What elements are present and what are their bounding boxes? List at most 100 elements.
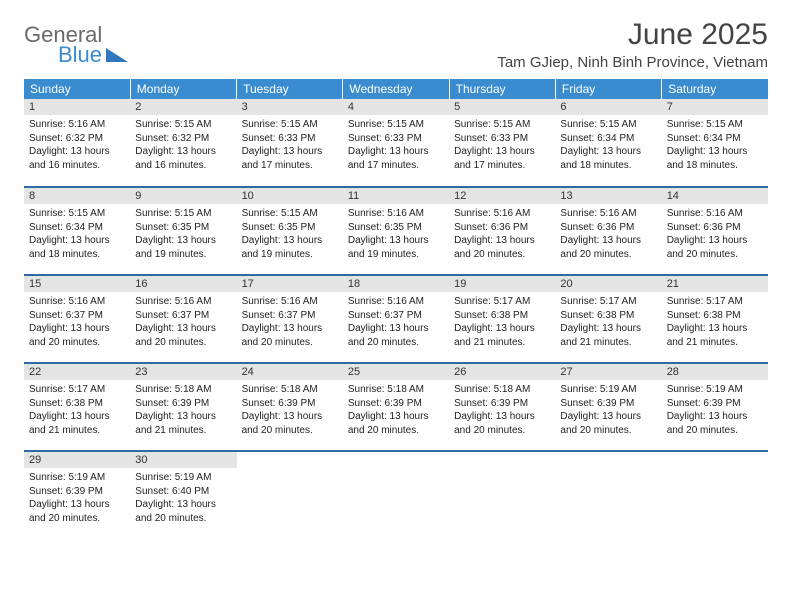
calendar-day-cell: 2Sunrise: 5:15 AMSunset: 6:32 PMDaylight… [130,99,236,187]
daylight-text-2: and 20 minutes. [560,248,656,262]
sunrise-text: Sunrise: 5:17 AM [560,295,656,309]
sunrise-text: Sunrise: 5:15 AM [135,207,231,221]
calendar-day-cell [662,451,768,539]
daylight-text-2: and 20 minutes. [667,248,763,262]
sunrise-text: Sunrise: 5:18 AM [454,383,550,397]
day-number: 1 [24,99,130,115]
day-number: 26 [449,364,555,380]
daylight-text-2: and 21 minutes. [135,424,231,438]
day-number: 11 [343,188,449,204]
day-number: 5 [449,99,555,115]
sunset-text: Sunset: 6:33 PM [242,132,338,146]
calendar-day-cell: 3Sunrise: 5:15 AMSunset: 6:33 PMDaylight… [237,99,343,187]
calendar-week-row: 8Sunrise: 5:15 AMSunset: 6:34 PMDaylight… [24,187,768,275]
daylight-text-1: Daylight: 13 hours [135,234,231,248]
daylight-text-2: and 19 minutes. [242,248,338,262]
daylight-text-2: and 18 minutes. [667,159,763,173]
daylight-text-2: and 20 minutes. [29,336,125,350]
daylight-text-1: Daylight: 13 hours [667,234,763,248]
daylight-text-1: Daylight: 13 hours [454,145,550,159]
weekday-header: Wednesday [343,79,449,99]
daylight-text-2: and 20 minutes. [135,336,231,350]
sunset-text: Sunset: 6:40 PM [135,485,231,499]
calendar-day-cell: 25Sunrise: 5:18 AMSunset: 6:39 PMDayligh… [343,363,449,451]
sunrise-text: Sunrise: 5:17 AM [454,295,550,309]
sunset-text: Sunset: 6:36 PM [454,221,550,235]
sunset-text: Sunset: 6:36 PM [560,221,656,235]
sunset-text: Sunset: 6:37 PM [29,309,125,323]
calendar-day-cell: 27Sunrise: 5:19 AMSunset: 6:39 PMDayligh… [555,363,661,451]
daylight-text-2: and 18 minutes. [29,248,125,262]
calendar-day-cell: 8Sunrise: 5:15 AMSunset: 6:34 PMDaylight… [24,187,130,275]
daylight-text-1: Daylight: 13 hours [29,410,125,424]
daylight-text-1: Daylight: 13 hours [454,410,550,424]
day-number: 17 [237,276,343,292]
day-number: 15 [24,276,130,292]
sunrise-text: Sunrise: 5:19 AM [560,383,656,397]
daylight-text-1: Daylight: 13 hours [348,322,444,336]
sunrise-text: Sunrise: 5:15 AM [454,118,550,132]
sunrise-text: Sunrise: 5:15 AM [560,118,656,132]
calendar-day-cell: 10Sunrise: 5:15 AMSunset: 6:35 PMDayligh… [237,187,343,275]
day-number: 14 [662,188,768,204]
daylight-text-1: Daylight: 13 hours [667,410,763,424]
sunset-text: Sunset: 6:35 PM [348,221,444,235]
daylight-text-2: and 20 minutes. [29,512,125,526]
calendar-day-cell [555,451,661,539]
day-number: 27 [555,364,661,380]
sunrise-text: Sunrise: 5:17 AM [29,383,125,397]
calendar-week-row: 1Sunrise: 5:16 AMSunset: 6:32 PMDaylight… [24,99,768,187]
sunrise-text: Sunrise: 5:15 AM [29,207,125,221]
sunset-text: Sunset: 6:39 PM [135,397,231,411]
day-number: 20 [555,276,661,292]
sunset-text: Sunset: 6:37 PM [242,309,338,323]
daylight-text-1: Daylight: 13 hours [242,322,338,336]
calendar-day-cell: 1Sunrise: 5:16 AMSunset: 6:32 PMDaylight… [24,99,130,187]
daylight-text-2: and 16 minutes. [135,159,231,173]
weekday-header: Saturday [662,79,768,99]
calendar-week-row: 15Sunrise: 5:16 AMSunset: 6:37 PMDayligh… [24,275,768,363]
calendar-day-cell: 24Sunrise: 5:18 AMSunset: 6:39 PMDayligh… [237,363,343,451]
day-number: 13 [555,188,661,204]
sunrise-text: Sunrise: 5:15 AM [242,207,338,221]
sunset-text: Sunset: 6:34 PM [29,221,125,235]
calendar-day-cell: 4Sunrise: 5:15 AMSunset: 6:33 PMDaylight… [343,99,449,187]
weekday-header: Sunday [24,79,130,99]
sunset-text: Sunset: 6:33 PM [348,132,444,146]
day-number: 7 [662,99,768,115]
daylight-text-2: and 20 minutes. [454,424,550,438]
sunrise-text: Sunrise: 5:15 AM [348,118,444,132]
sunset-text: Sunset: 6:38 PM [29,397,125,411]
daylight-text-1: Daylight: 13 hours [560,145,656,159]
day-number: 4 [343,99,449,115]
daylight-text-2: and 20 minutes. [242,336,338,350]
daylight-text-2: and 17 minutes. [348,159,444,173]
sunrise-text: Sunrise: 5:15 AM [242,118,338,132]
daylight-text-2: and 18 minutes. [560,159,656,173]
day-number: 21 [662,276,768,292]
daylight-text-2: and 20 minutes. [348,336,444,350]
day-number: 18 [343,276,449,292]
sunset-text: Sunset: 6:38 PM [560,309,656,323]
daylight-text-1: Daylight: 13 hours [348,234,444,248]
sunrise-text: Sunrise: 5:19 AM [135,471,231,485]
month-title: June 2025 [497,18,768,52]
sunset-text: Sunset: 6:32 PM [29,132,125,146]
daylight-text-2: and 21 minutes. [667,336,763,350]
day-number: 8 [24,188,130,204]
sunrise-text: Sunrise: 5:16 AM [667,207,763,221]
sunrise-text: Sunrise: 5:15 AM [135,118,231,132]
calendar-day-cell: 20Sunrise: 5:17 AMSunset: 6:38 PMDayligh… [555,275,661,363]
day-number: 23 [130,364,236,380]
calendar-header-row: Sunday Monday Tuesday Wednesday Thursday… [24,79,768,99]
daylight-text-2: and 16 minutes. [29,159,125,173]
day-number: 2 [130,99,236,115]
weekday-header: Monday [130,79,236,99]
daylight-text-1: Daylight: 13 hours [135,498,231,512]
calendar-day-cell: 21Sunrise: 5:17 AMSunset: 6:38 PMDayligh… [662,275,768,363]
sunset-text: Sunset: 6:32 PM [135,132,231,146]
calendar-week-row: 29Sunrise: 5:19 AMSunset: 6:39 PMDayligh… [24,451,768,539]
sunrise-text: Sunrise: 5:16 AM [560,207,656,221]
daylight-text-2: and 20 minutes. [242,424,338,438]
sunrise-text: Sunrise: 5:16 AM [29,295,125,309]
